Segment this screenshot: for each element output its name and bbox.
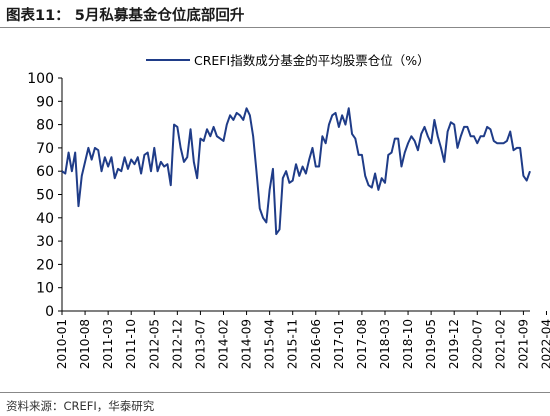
x-tick-label: 2019-12 (447, 319, 461, 369)
y-tick-label: 20 (36, 257, 54, 273)
x-tick-label: 2016-06 (309, 319, 323, 369)
y-axis-ticks: 0 10 20 30 40 50 60 70 80 90 100 (27, 71, 62, 320)
chart-legend: CREFI指数成分基金的平均股票仓位（%） (146, 53, 430, 68)
x-tick-label: 2018-03 (378, 319, 392, 369)
y-tick-label: 80 (36, 118, 54, 134)
x-tick-label: 2015-04 (263, 319, 277, 369)
x-tick-label: 2014-09 (240, 319, 254, 369)
y-tick-label: 30 (36, 234, 54, 250)
legend-label: CREFI指数成分基金的平均股票仓位（%） (194, 53, 430, 68)
x-tick-label: 2021-02 (493, 319, 507, 369)
y-tick-label: 50 (36, 188, 54, 204)
footer-divider (0, 392, 550, 393)
x-tick-label: 2012-05 (147, 319, 161, 369)
x-tick-label: 2019-05 (424, 319, 438, 369)
x-tick-label: 2011-10 (124, 319, 138, 369)
x-tick-label: 2017-01 (332, 319, 346, 369)
x-tick-label: 2011-03 (101, 319, 115, 369)
x-tick-label: 2021-09 (516, 319, 530, 369)
y-tick-label: 0 (45, 304, 54, 320)
x-tick-label: 2010-01 (55, 319, 69, 369)
x-tick-label: 2022-04 (539, 319, 550, 369)
x-tick-label: 2012-12 (170, 319, 184, 369)
source-note: 资料来源：CREFI，华泰研究 (6, 399, 155, 413)
x-tick-label: 2018-10 (401, 319, 415, 369)
x-tick-label: 2015-11 (286, 319, 300, 369)
x-axis-ticks: 2010-01 2010-08 2011-03 2011-10 2012-05 2012-… (55, 311, 550, 369)
x-tick-label: 2013-07 (193, 319, 207, 369)
title-divider (0, 27, 550, 28)
y-tick-label: 70 (36, 141, 54, 157)
y-tick-label: 10 (36, 281, 54, 297)
y-tick-label: 90 (36, 94, 54, 110)
y-tick-label: 60 (36, 164, 54, 180)
series-line (61, 107, 531, 236)
x-tick-label: 2010-08 (78, 319, 92, 369)
chart-axes (61, 78, 530, 312)
figure-title: 图表11： 5月私募基金仓位底部回升 (6, 8, 245, 24)
y-tick-label: 100 (27, 71, 54, 87)
x-tick-label: 2014-02 (216, 319, 230, 369)
x-tick-label: 2017-08 (355, 319, 369, 369)
y-tick-label: 40 (36, 211, 54, 227)
x-tick-label: 2020-07 (470, 319, 484, 369)
